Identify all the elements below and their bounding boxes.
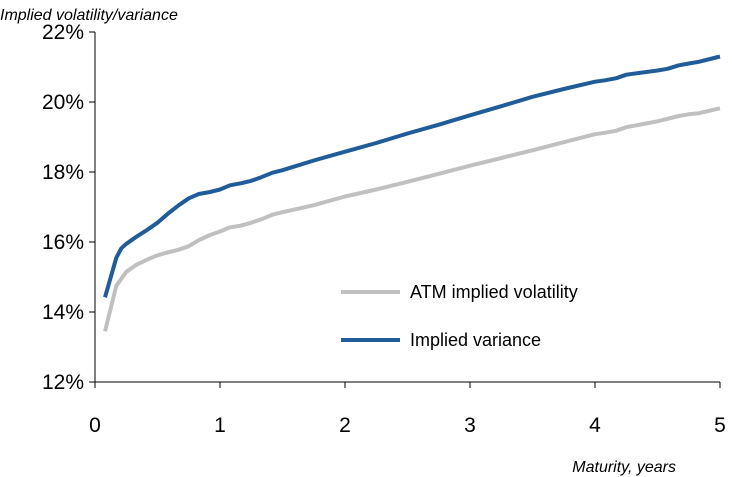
- x-tick-label: 0: [89, 414, 101, 437]
- y-tick-label: 20%: [42, 91, 84, 114]
- x-tick-label: 2: [339, 414, 351, 437]
- x-tick-label: 3: [464, 414, 476, 437]
- legend-label-2: Implied variance: [410, 330, 541, 350]
- series-line-1: [103, 106, 721, 332]
- y-tick-label: 14%: [42, 301, 84, 324]
- x-axis-label: Maturity, years: [572, 459, 676, 476]
- y-tick-label: 16%: [42, 231, 84, 254]
- y-tick-label: 18%: [42, 161, 84, 184]
- y-tick-label: 12%: [42, 371, 84, 394]
- x-tick-label: 1: [214, 414, 226, 437]
- y-tick-label: 22%: [42, 21, 84, 44]
- series-line-2: [103, 54, 721, 298]
- x-tick-label: 5: [714, 414, 726, 437]
- plot-area: 12% 14% 16% 18% 20% 22% 0 1 2 3 4 5 ATM implied vola…: [42, 21, 726, 437]
- x-tick-label: 4: [589, 414, 601, 437]
- y-axis-label: Implied volatility/variance: [0, 7, 178, 24]
- legend-label-1: ATM implied volatility: [410, 282, 578, 302]
